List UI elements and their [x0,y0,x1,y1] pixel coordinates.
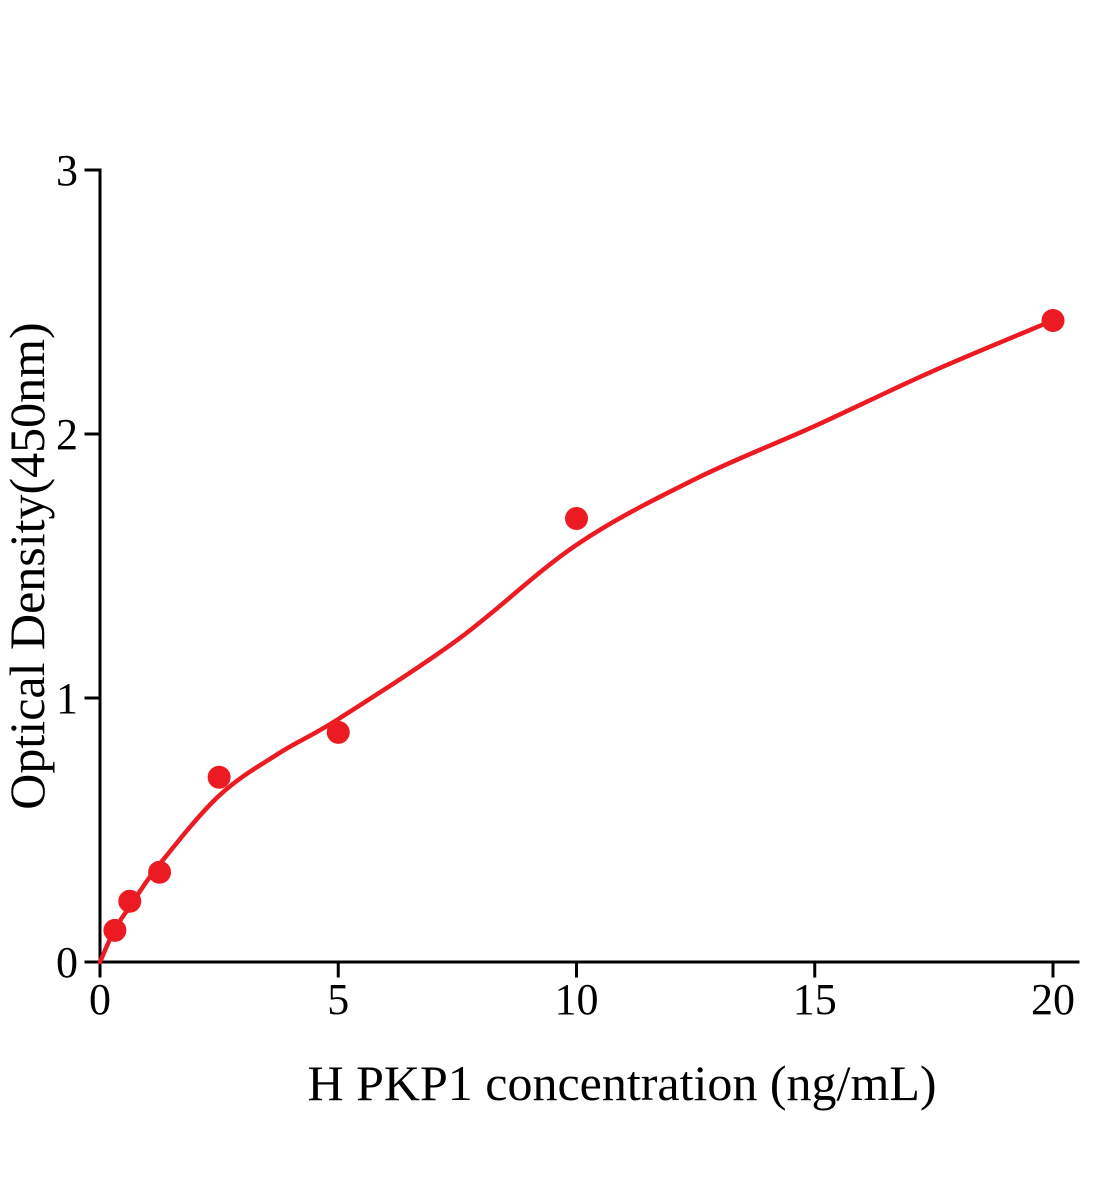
data-point [103,918,127,942]
y-axis-label: Optical Density(450nm) [0,322,55,809]
data-point [118,889,142,913]
data-point [326,720,350,744]
plot-axes: 0 5 10 15 20 0 1 2 3 [56,146,1080,1024]
y-tick-label: 2 [56,410,78,459]
y-tick-label: 3 [56,146,78,195]
data-point [148,860,172,884]
data-points [103,308,1065,942]
x-tick-label: 15 [793,975,837,1024]
data-point [207,765,231,789]
data-point [565,506,588,530]
y-tick-label: 1 [56,674,78,723]
fit-curve-path [97,318,1056,965]
x-tick-label: 20 [1031,975,1075,1024]
x-tick-label: 10 [555,975,599,1024]
fit-curve [97,318,1056,965]
x-axis-label: H PKP1 concentration (ng/mL) [307,1055,936,1111]
data-point [1041,308,1065,332]
x-tick-label: 5 [327,975,349,1024]
y-tick-label: 0 [56,938,78,987]
x-tick-label: 0 [89,975,111,1024]
